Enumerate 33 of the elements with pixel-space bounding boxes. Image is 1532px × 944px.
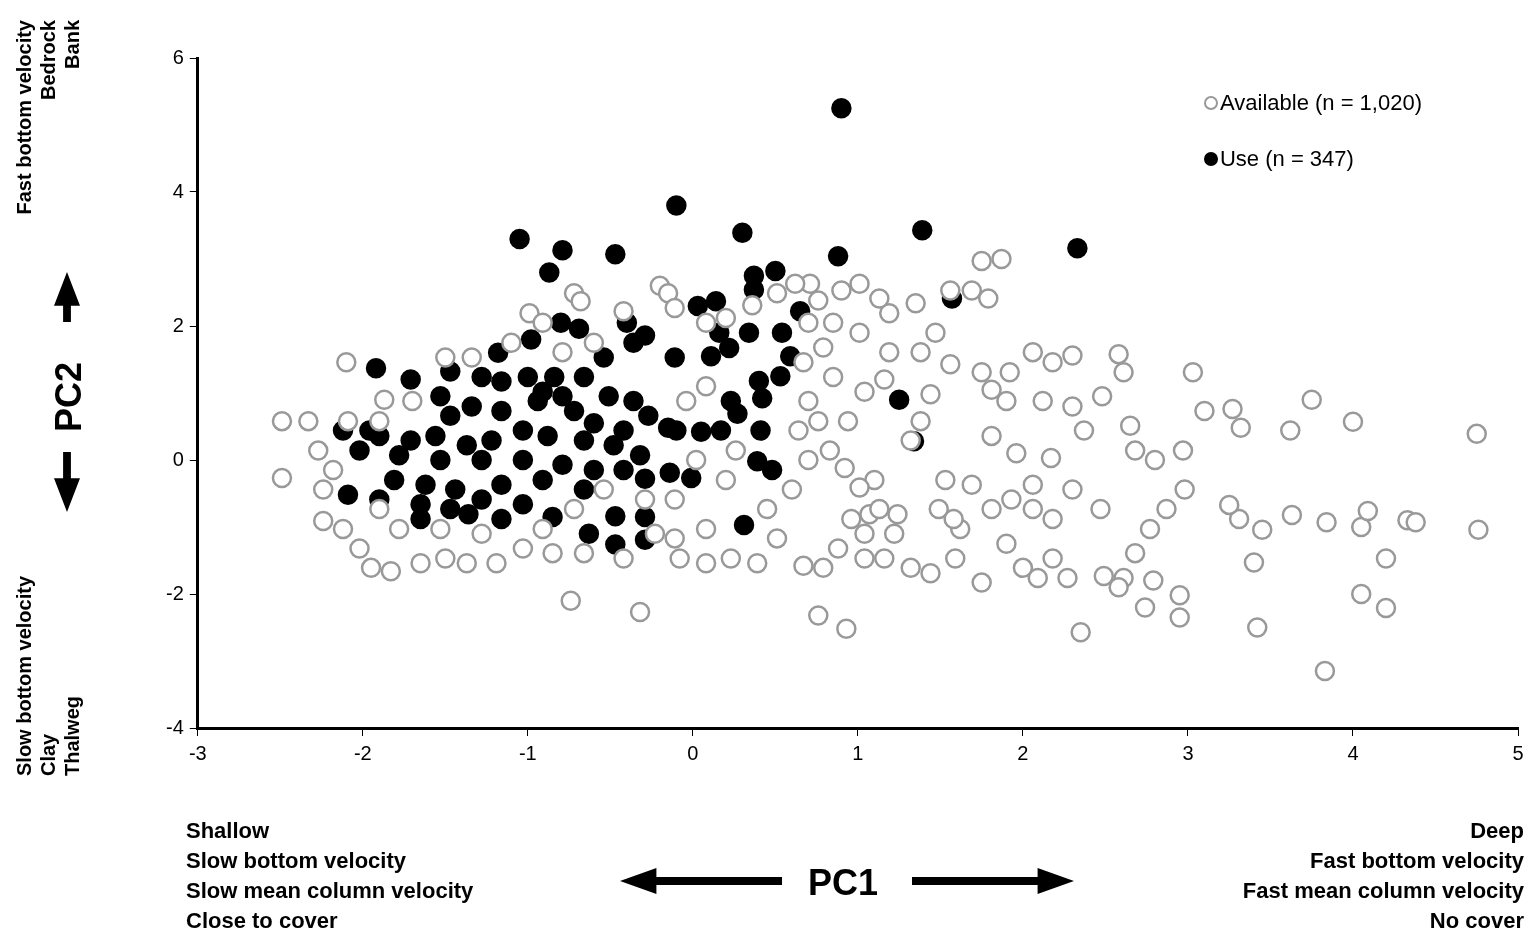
text: Clay (36, 732, 60, 776)
legend-label: Available (n = 1,020) (1219, 90, 1422, 116)
y-tick-label: -2 (165, 581, 184, 604)
x-tick-label: 1 (852, 741, 864, 764)
y-tick-label: 4 (172, 179, 184, 202)
text: No cover (1428, 907, 1524, 935)
text: Thalweg (60, 695, 84, 776)
y-tick-label: -4 (165, 715, 184, 738)
text: Bedrock (36, 20, 60, 103)
x-tick-label: 0 (687, 741, 699, 764)
x-tick-label: -3 (188, 741, 207, 764)
text: Bank (60, 20, 84, 71)
text: Slow bottom velocity (186, 847, 408, 875)
legend-label: Use (n = 347) (1219, 146, 1354, 172)
x-tick-label: -1 (518, 741, 537, 764)
y-tick-label: 2 (172, 313, 184, 336)
x-tick-label: 3 (1182, 741, 1194, 764)
x-tick-label: 2 (1017, 741, 1029, 764)
x-tick-label: 4 (1347, 741, 1359, 764)
text: Fast bottom velocity (1309, 847, 1524, 875)
x-axis-title: PC1 (808, 862, 879, 904)
y-tick-label: 6 (172, 45, 184, 68)
y-axis-title: PC2 (48, 361, 90, 432)
text: Fast mean column velocity (1242, 877, 1524, 905)
text: Fast bottom velocity (12, 20, 36, 217)
text: Slow mean column velocity (186, 877, 474, 905)
x-tick-label: 5 (1512, 741, 1524, 764)
text: Close to cover (186, 907, 339, 935)
x-tick-label: -2 (353, 741, 372, 764)
text: Shallow (186, 817, 271, 845)
y-tick-label: 0 (172, 447, 184, 470)
text: Deep (1469, 817, 1524, 845)
text: Slow bottom velocity (12, 574, 36, 776)
